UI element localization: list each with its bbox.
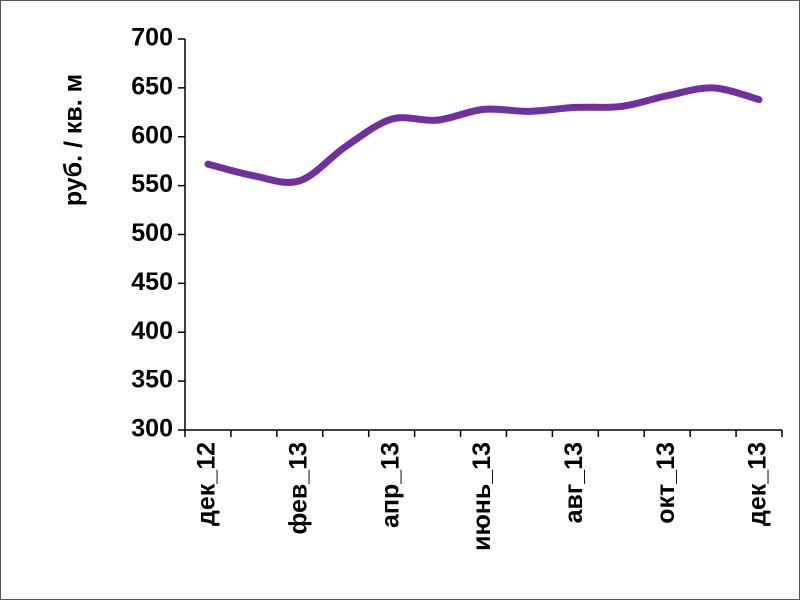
y-axis-label: руб. / кв. м	[60, 74, 88, 206]
x-tick-label: апр_13	[376, 442, 404, 528]
y-tick-label: 400	[131, 317, 173, 345]
y-tick-label: 450	[131, 268, 173, 296]
y-tick-label: 500	[131, 219, 173, 247]
y-tick-label: 550	[131, 170, 173, 198]
y-tick-label: 700	[131, 24, 173, 52]
y-tick-label: 600	[131, 121, 173, 149]
x-tick-label: фев_13	[284, 442, 312, 535]
x-tick-label: окт_13	[652, 442, 680, 524]
y-tick-label: 650	[131, 72, 173, 100]
x-tick-label: дек_12	[193, 442, 221, 526]
x-tick-label: авг_13	[560, 442, 588, 523]
x-tick-label: июнь_13	[468, 442, 496, 551]
x-tick-label: дек_13	[744, 442, 772, 526]
y-tick-label: 350	[131, 366, 173, 394]
line	[204, 84, 763, 186]
y-tick-label: 300	[131, 415, 173, 443]
